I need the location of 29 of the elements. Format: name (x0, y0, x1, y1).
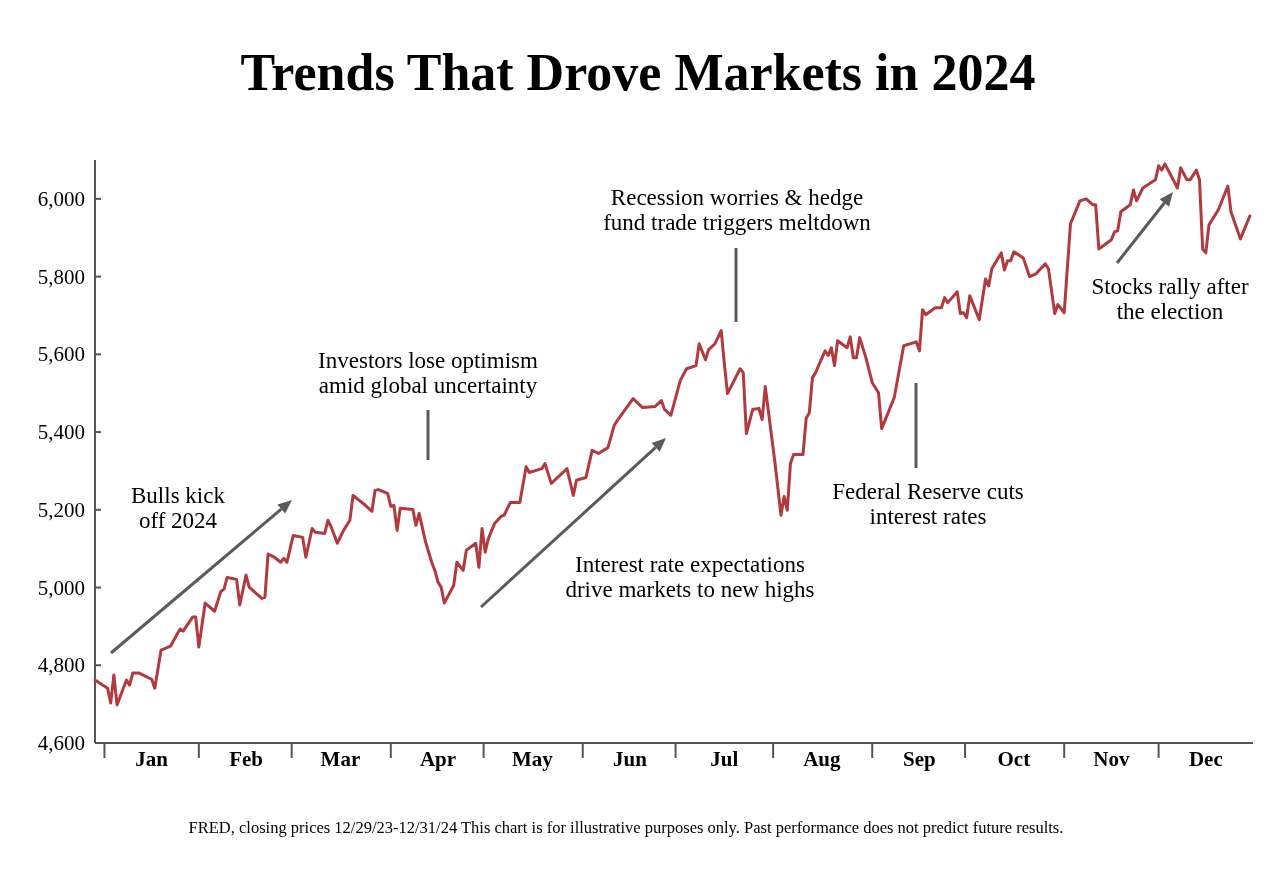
x-tick-label: May (511, 747, 554, 771)
chart-title: Trends That Drove Markets in 2024 (240, 44, 1036, 101)
line-series (93, 162, 1252, 707)
x-tick-label: Oct (997, 747, 1031, 771)
text: FRED, closing prices 12/29/23-12/31/24 This chart is for illustrative purposes only. Past performance does not predict future results. (188, 818, 1064, 837)
x-tick-label: Jan (135, 747, 169, 771)
x-tick-label: Dec (1188, 747, 1223, 771)
x-tick-label: Aug (803, 747, 842, 771)
y-tick-label: 5,400 (37, 420, 85, 445)
y-tick-label: 5,000 (37, 575, 85, 600)
x-tick-label: Apr (419, 747, 457, 771)
x-tick-label: Sep (903, 747, 936, 771)
annotation: Investors lose optimism amid global uncertainty (318, 348, 538, 398)
annotation: Stocks rally after the election (1091, 274, 1249, 324)
x-tick-label: Mar (320, 747, 361, 771)
y-tick-label: 5,600 (37, 342, 85, 367)
annotation: Federal Reserve cuts interest rates (832, 479, 1024, 529)
y-tick-label: 4,600 (37, 731, 85, 755)
x-tick-label: Jun (613, 747, 648, 771)
y-tick-label: 5,200 (37, 497, 85, 522)
x-tick-label: Jul (710, 747, 739, 771)
y-tick-label: 5,800 (37, 264, 85, 289)
annotation: Recession worries & hedge fund trade triggers meltdown (603, 185, 872, 235)
annotation: Bulls kick off 2024 (131, 483, 226, 533)
annotation: Interest rate expectations drive markets to new highs (565, 552, 815, 602)
x-tick-label: Feb (229, 747, 263, 771)
y-tick-label: 6,000 (37, 186, 85, 211)
x-tick-label: Nov (1093, 747, 1130, 771)
y-tick-label: 4,800 (37, 653, 85, 678)
